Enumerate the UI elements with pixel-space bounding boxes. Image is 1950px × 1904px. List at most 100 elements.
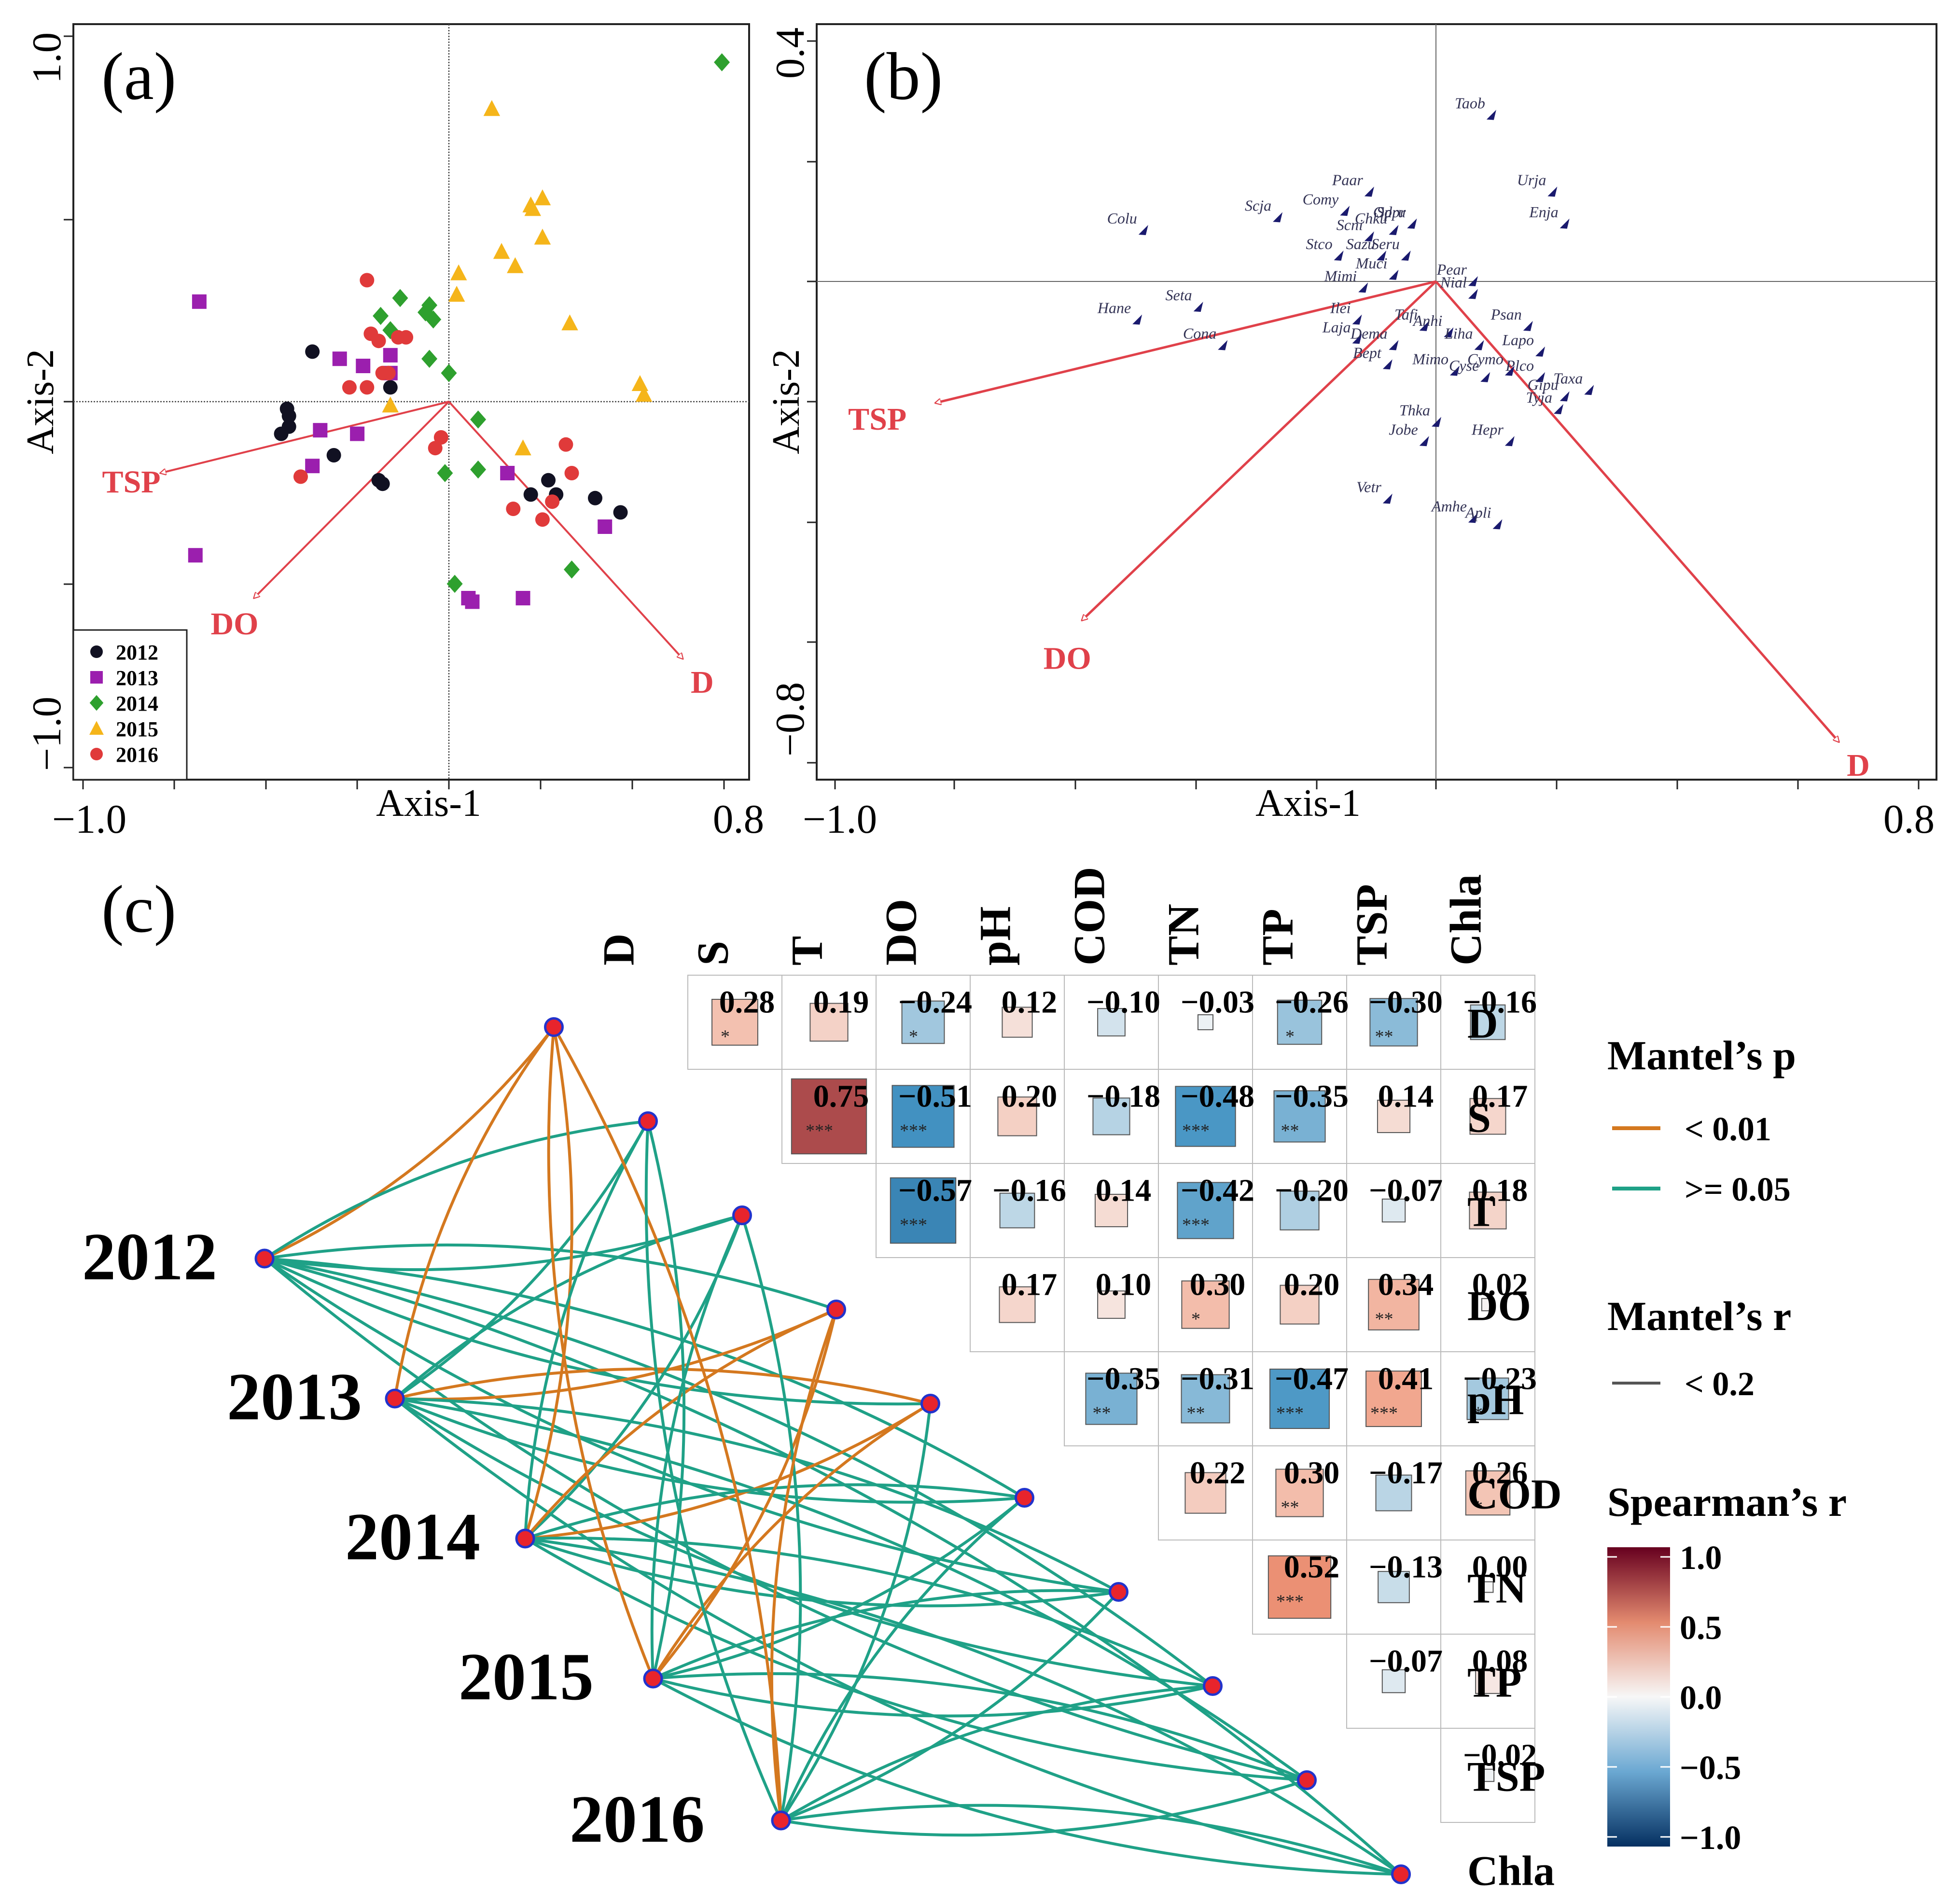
spearman-colorbar-ticks: 1.0 0.5 0.0 −0.5 −1.0 bbox=[1607, 1540, 1741, 1857]
colorbar-tick-label: 0.5 bbox=[1680, 1610, 1722, 1647]
mantel-link-2012-chla bbox=[264, 1257, 1402, 1876]
corr-value-t-tp: −0.20 bbox=[1275, 1173, 1349, 1208]
species-marker-scni bbox=[1364, 231, 1374, 242]
corr-value-ph-tsp: 0.41 bbox=[1378, 1361, 1434, 1397]
corr-sig-cod-chla: * bbox=[1474, 1498, 1483, 1518]
col-label-tn: TN bbox=[1159, 904, 1208, 966]
mantel-link-2015-t bbox=[650, 1215, 744, 1679]
point-2012 bbox=[274, 426, 289, 441]
species-label-lapo: Lapo bbox=[1502, 331, 1534, 349]
corr-value-s-do: −0.51 bbox=[898, 1079, 972, 1114]
spearman-colorbar bbox=[1607, 1547, 1670, 1847]
corr-sig-ph-cod: ** bbox=[1093, 1403, 1111, 1424]
corr-value-t-tn: −0.42 bbox=[1181, 1173, 1254, 1208]
corr-value-do-chla: 0.02 bbox=[1472, 1267, 1528, 1302]
panel-a-arrow-do bbox=[254, 401, 450, 598]
species-label-laja: Laja bbox=[1322, 318, 1351, 336]
species-marker-sazu bbox=[1377, 251, 1387, 261]
legend-marker-2013 bbox=[90, 671, 103, 684]
col-label-t: T bbox=[782, 936, 832, 966]
point-2012 bbox=[326, 448, 341, 462]
species-label-sazu: Sazu bbox=[1346, 235, 1375, 252]
species-label-thka: Thka bbox=[1399, 402, 1430, 419]
colorbar-tick-label: 1.0 bbox=[1680, 1540, 1722, 1577]
source-node-2014 bbox=[515, 1528, 535, 1549]
corr-value-d-t: 0.19 bbox=[813, 985, 869, 1020]
mantel-link-2016-do bbox=[770, 1309, 838, 1821]
grid-cell bbox=[1440, 1728, 1535, 1823]
target-node-t bbox=[732, 1205, 752, 1225]
corr-square-cod-tsp bbox=[1375, 1474, 1412, 1512]
point-2015 bbox=[635, 386, 653, 402]
corr-square-ph-tsp bbox=[1365, 1371, 1422, 1427]
point-2015 bbox=[524, 200, 541, 216]
species-label-stco: Stco bbox=[1306, 235, 1333, 252]
mantel-link-2016-t bbox=[740, 1215, 802, 1821]
corr-sig-ph-tn: ** bbox=[1187, 1403, 1205, 1424]
species-label-urja: Urja bbox=[1517, 171, 1546, 189]
corr-square-do-tsp bbox=[1368, 1279, 1420, 1330]
species-marker-thka bbox=[1432, 417, 1441, 427]
corr-sig-s-t: *** bbox=[806, 1121, 833, 1141]
mantel-link-2013-tn bbox=[394, 1397, 1119, 1594]
mantel-link-2012-s bbox=[264, 1120, 648, 1260]
mantel-p-label-high: >= 0.05 bbox=[1685, 1171, 1791, 1208]
corr-value-t-do: −0.57 bbox=[898, 1173, 972, 1208]
corr-value-s-tp: −0.35 bbox=[1275, 1079, 1349, 1114]
corr-sig-t-tn: *** bbox=[1182, 1215, 1210, 1235]
col-label-d: D bbox=[594, 934, 643, 966]
species-label-bept: Bept bbox=[1353, 344, 1382, 361]
col-label-chla: Chla bbox=[1441, 874, 1490, 966]
corr-sig-d-tp: * bbox=[1285, 1027, 1295, 1047]
corr-square-s-chla bbox=[1469, 1098, 1506, 1135]
corr-value-d-do: −0.24 bbox=[898, 985, 972, 1020]
corr-square-d-chla bbox=[1470, 1004, 1506, 1040]
species-label-psan: Psan bbox=[1490, 306, 1522, 323]
species-label-scja: Scja bbox=[1245, 197, 1271, 214]
legend-label-2014: 2014 bbox=[116, 692, 158, 715]
mantel-p-label-low: < 0.01 bbox=[1685, 1111, 1771, 1148]
corr-square-tn-tp bbox=[1268, 1555, 1332, 1619]
point-2012 bbox=[383, 380, 398, 395]
point-2012 bbox=[305, 344, 320, 359]
species-marker-seru bbox=[1401, 251, 1411, 261]
panel-a-label: (a) bbox=[101, 39, 176, 114]
corr-square-tn-tsp bbox=[1378, 1571, 1410, 1603]
species-label-scni: Scni bbox=[1337, 216, 1363, 233]
corr-value-s-ph: 0.20 bbox=[1002, 1079, 1058, 1114]
point-2014 bbox=[470, 410, 487, 429]
panel-a-arrow-label-do: DO bbox=[211, 606, 259, 642]
point-2014 bbox=[441, 364, 457, 382]
corr-value-s-tn: −0.48 bbox=[1181, 1079, 1254, 1114]
species-marker-apli bbox=[1492, 519, 1503, 530]
corr-sig-do-tsp: ** bbox=[1375, 1309, 1393, 1330]
species-label-vetr: Vetr bbox=[1356, 478, 1381, 496]
species-marker-lapo bbox=[1535, 346, 1546, 357]
variable-labels: D S T DO pH COD TN TP TSP ChlaDSTDOpHCODTNTPTSPCh… bbox=[594, 867, 1562, 1895]
corr-square-s-tn bbox=[1175, 1086, 1236, 1147]
species-label-hane: Hane bbox=[1097, 299, 1131, 317]
species-label-chku: Chku bbox=[1355, 210, 1388, 227]
mantel-link-2014-tp bbox=[525, 1537, 1213, 1688]
target-node-chla bbox=[1391, 1864, 1411, 1884]
mantel-link-2014-s bbox=[524, 1120, 650, 1539]
legend-marker-2015 bbox=[89, 721, 104, 735]
mantel-link-2013-d bbox=[393, 1026, 555, 1399]
species-marker-laja bbox=[1352, 334, 1362, 344]
species-marker-odru bbox=[1407, 218, 1417, 229]
panel-a-ytick-min: −1.0 bbox=[24, 697, 70, 771]
panel-b-xtick-max: 0.8 bbox=[1883, 797, 1935, 842]
corr-value-tn-tp: 0.52 bbox=[1284, 1550, 1340, 1585]
target-node-ph bbox=[920, 1394, 940, 1414]
row-label-t: T bbox=[1467, 1189, 1496, 1236]
corr-value-t-tsp: −0.07 bbox=[1369, 1173, 1443, 1208]
species-marker-taxa bbox=[1584, 385, 1594, 395]
point-2013 bbox=[332, 351, 347, 366]
point-2015 bbox=[450, 264, 467, 280]
panel-b-arrow-label-d: D bbox=[1847, 748, 1870, 783]
point-2016 bbox=[545, 494, 560, 509]
row-label-ph: pH bbox=[1467, 1377, 1524, 1424]
mantel-link-2015-ph bbox=[652, 1402, 932, 1680]
spearman-title: Spearman’s r bbox=[1607, 1479, 1847, 1525]
